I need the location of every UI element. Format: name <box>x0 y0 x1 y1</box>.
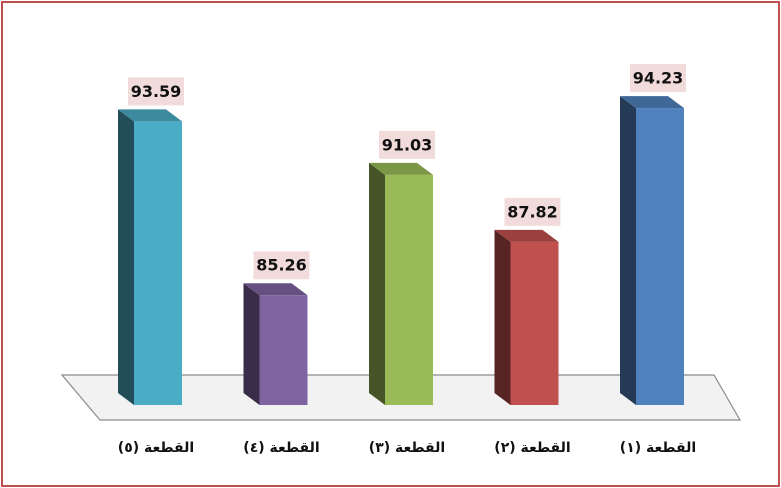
bar <box>259 295 308 405</box>
value-label: 85.26 <box>256 256 307 275</box>
x-tick-label: القطعة (٢) <box>494 440 570 456</box>
x-tick-label: القطعة (٥) <box>118 440 194 456</box>
bar-side <box>118 109 134 405</box>
value-label-box <box>253 251 310 280</box>
bar-top <box>494 229 559 242</box>
value-label-box <box>379 130 435 159</box>
x-tick-label: القطعة (٣) <box>369 440 445 456</box>
value-label: 94.23 <box>633 69 684 88</box>
bar <box>636 108 684 406</box>
bar-top <box>118 109 182 122</box>
bar-top <box>369 162 433 175</box>
bar-side <box>620 96 636 406</box>
value-label-box <box>630 64 686 93</box>
x-tick-label: القطعة (١) <box>620 440 696 456</box>
bar-top <box>243 283 308 296</box>
value-label: 93.59 <box>131 82 182 101</box>
bar-top <box>620 96 684 109</box>
bar-side <box>243 283 260 405</box>
bar <box>134 121 182 405</box>
bar-side <box>494 229 511 405</box>
x-tick-label: القطعة (٤) <box>243 440 319 456</box>
bar <box>510 241 559 405</box>
bar <box>385 174 433 405</box>
value-label-box <box>504 197 561 226</box>
value-label: 87.82 <box>507 202 558 221</box>
value-label: 91.03 <box>382 135 433 154</box>
value-label-box <box>128 77 184 106</box>
bar-side <box>369 162 385 405</box>
